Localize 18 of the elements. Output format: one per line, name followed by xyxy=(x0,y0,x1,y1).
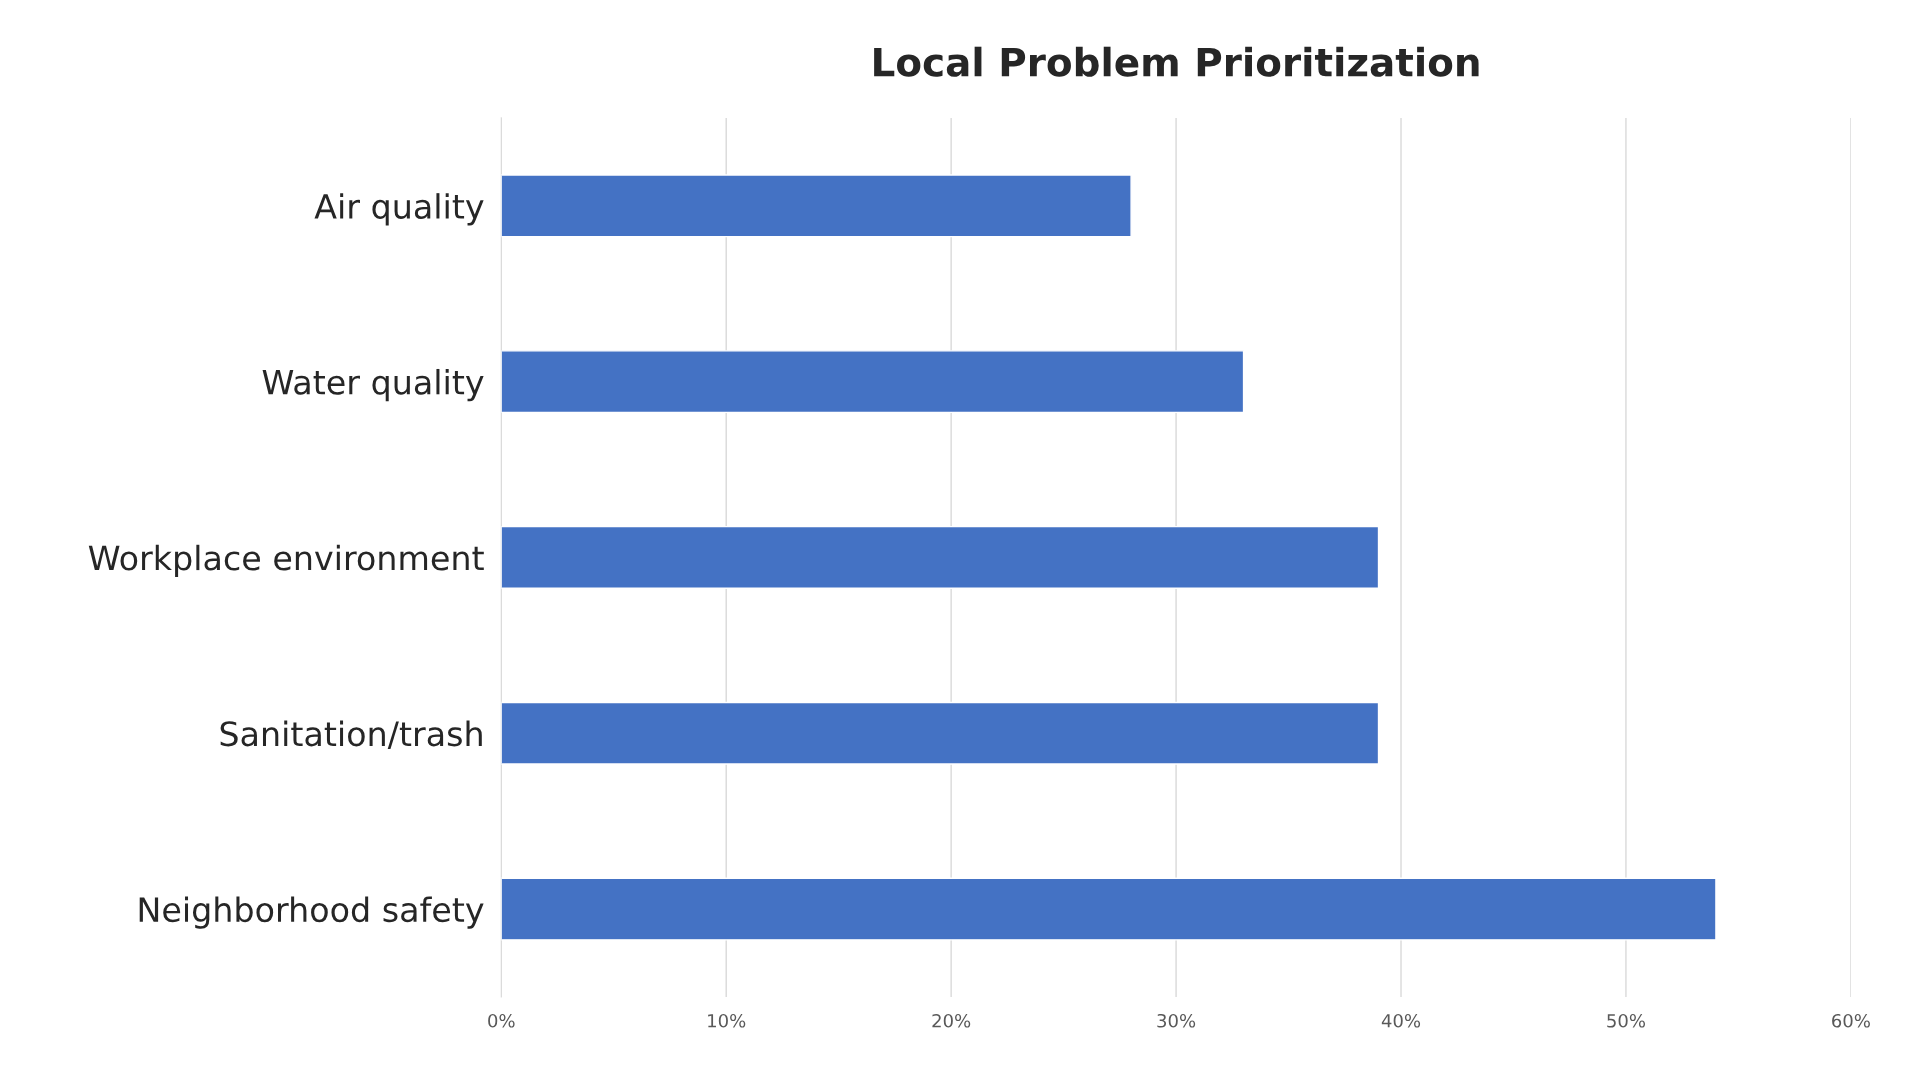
x-tick-label: 10% xyxy=(708,1013,746,1028)
x-tick-label: 50% xyxy=(1607,1013,1646,1028)
x-tick-label: 20% xyxy=(932,1013,971,1028)
x-tick-label: 60% xyxy=(1832,1013,1870,1028)
y-tick-label: Neighborhood safety xyxy=(139,896,484,929)
bar xyxy=(501,701,1380,765)
y-tick-label: Air quality xyxy=(314,193,484,226)
x-tick-label: 0% xyxy=(488,1013,515,1028)
bar xyxy=(501,877,1717,941)
y-tick-label: Sanitation/trash xyxy=(220,720,482,750)
y-tick-label: Workplace environment xyxy=(88,544,484,578)
chart-title: Local Problem Prioritization xyxy=(874,46,1479,77)
y-tick-label: Water quality xyxy=(262,368,484,402)
bar xyxy=(501,350,1245,414)
x-tick-label: 30% xyxy=(1157,1013,1196,1028)
bar xyxy=(501,525,1380,589)
bar xyxy=(501,174,1132,238)
x-tick-label: 40% xyxy=(1381,1013,1421,1028)
